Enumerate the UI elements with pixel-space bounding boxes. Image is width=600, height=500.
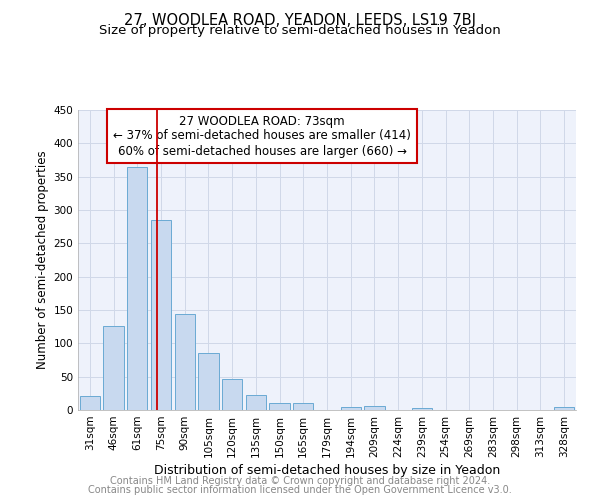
Bar bbox=[269, 402, 290, 410]
Bar bbox=[412, 408, 432, 410]
X-axis label: Distribution of semi-detached houses by size in Yeadon: Distribution of semi-detached houses by … bbox=[154, 464, 500, 477]
Bar bbox=[222, 378, 242, 410]
Y-axis label: Number of semi-detached properties: Number of semi-detached properties bbox=[36, 150, 49, 370]
Bar bbox=[80, 396, 100, 410]
Bar bbox=[341, 406, 361, 410]
Bar bbox=[175, 314, 195, 410]
Bar bbox=[103, 326, 124, 410]
Bar bbox=[554, 408, 574, 410]
Text: Size of property relative to semi-detached houses in Yeadon: Size of property relative to semi-detach… bbox=[99, 24, 501, 37]
Bar bbox=[199, 354, 218, 410]
Text: 27, WOODLEA ROAD, YEADON, LEEDS, LS19 7BJ: 27, WOODLEA ROAD, YEADON, LEEDS, LS19 7B… bbox=[124, 12, 476, 28]
Text: 27 WOODLEA ROAD: 73sqm
← 37% of semi-detached houses are smaller (414)
60% of se: 27 WOODLEA ROAD: 73sqm ← 37% of semi-det… bbox=[113, 114, 411, 158]
Bar bbox=[151, 220, 171, 410]
Bar bbox=[246, 396, 266, 410]
Bar bbox=[127, 166, 148, 410]
Bar bbox=[293, 402, 313, 410]
Text: Contains HM Land Registry data © Crown copyright and database right 2024.: Contains HM Land Registry data © Crown c… bbox=[110, 476, 490, 486]
Text: Contains public sector information licensed under the Open Government Licence v3: Contains public sector information licen… bbox=[88, 485, 512, 495]
Bar bbox=[364, 406, 385, 410]
